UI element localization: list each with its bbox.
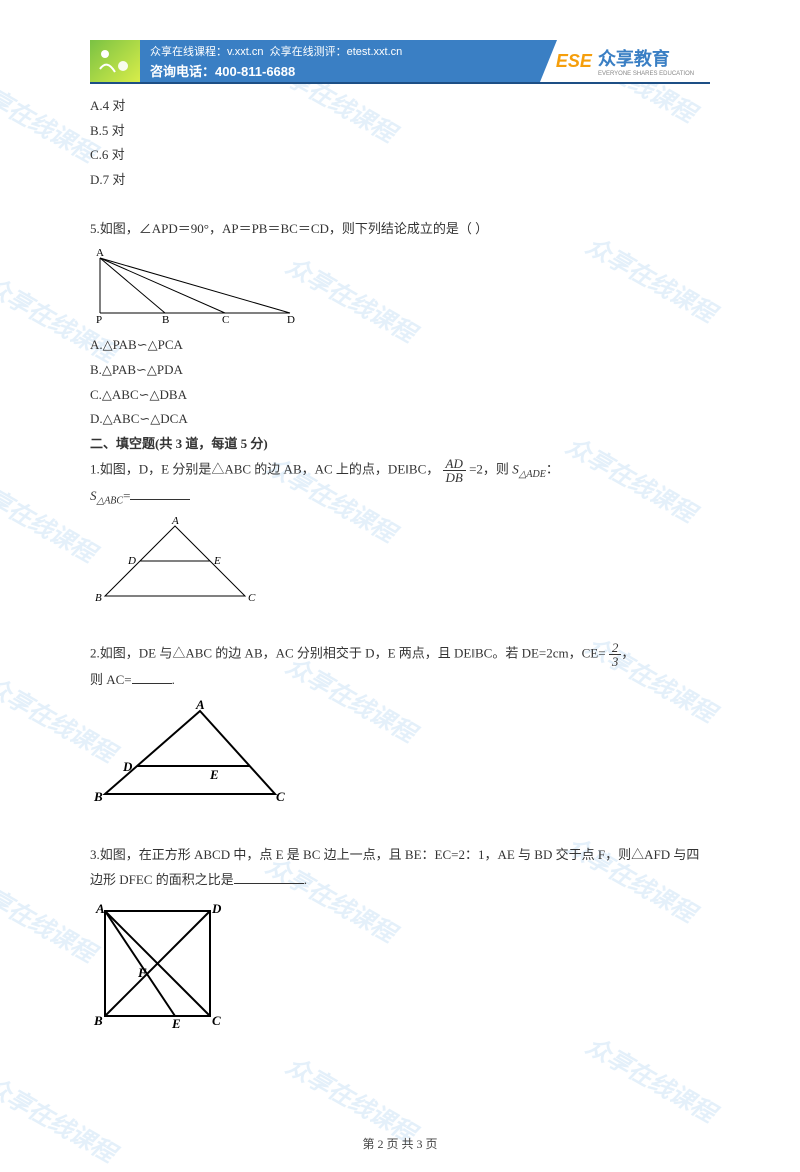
watermark: 众享在线课程 [0,66,103,168]
q23-e: E [171,1016,181,1029]
q2-1-figure: A B C D E [90,516,710,606]
watermark: 众享在线课程 [0,866,103,968]
q5-choice-c: C.△ABC∽△DBA [90,383,710,408]
frac-den: DB [443,471,466,484]
q5-label-c: C [222,314,229,323]
banner-phone: 咨询电话：400-811-6688 [150,61,530,80]
q23-a: A [95,901,105,916]
q4-choice-a: A.4 对 [90,94,710,119]
q2-2-stem-c: 则 AC= [90,672,132,687]
q23-c: C [212,1013,221,1028]
q22-e: E [209,767,219,782]
q23-b: B [93,1013,103,1028]
banner-line1a: 众享在线课程：v.xxt.cn [150,46,263,58]
watermark: 众享在线课程 [581,1026,723,1128]
q4-choice-d: D.7 对 [90,168,710,193]
q5-choice-b: B.△PAB∽△PDA [90,358,710,383]
blank-1 [130,487,190,500]
logo-ese: ESE [556,51,592,72]
q2-3-stem-a: 3.如图，在正方形 ABCD 中，点 E 是 BC 边上一点，且 BE：EC=2… [90,847,699,887]
banner-logo: ESE 众享教育 EVERYONE SHARES EDUCATION [540,40,710,82]
q2-2-stem-line2: 则 AC=. [90,668,710,693]
q2-3-stem-b: . [304,872,307,887]
q23-f: F [137,965,147,980]
q2-1-frac: ADDB [443,457,466,484]
q21-d: D [127,555,136,567]
sub-ade: △ADE [519,469,546,480]
q2-1-stem-b: =2，则 [469,461,509,476]
watermark: 众享在线课程 [0,1066,123,1168]
header-banner: 众享在线课程：v.xxt.cn 众享在线测评：etest.xxt.cn 咨询电话… [90,40,710,84]
frac-num: AD [443,457,466,471]
q5-label-p: P [96,314,102,323]
watermark: 众享在线课程 [0,466,103,568]
frac-den: 3 [609,655,622,668]
q2-1-stem-line2: S△ABC= [90,484,710,511]
q22-b: B [93,789,103,804]
eq: = [123,488,130,503]
q22-a: A [195,699,205,712]
q2-2-stem-b: ， [621,645,634,660]
blank-2 [132,671,172,684]
q22-d: D [122,759,133,774]
q2-2-frac: 23 [609,641,622,668]
q5-stem: 5.如图，∠APD＝90°，AP＝PB＝BC＝CD，则下列结论成立的是（ ） [90,217,710,242]
q5-label-b: B [162,314,169,323]
q2-3-figure: A D B C E F [90,899,710,1029]
q5-figure: A P B C D [90,248,710,323]
q21-e: E [213,555,221,567]
q5-choice-a: A.△PAB∽△PCA [90,333,710,358]
q2-2-figure: A B C D E [90,699,710,809]
q2-3-stem: 3.如图，在正方形 ABCD 中，点 E 是 BC 边上一点，且 BE：EC=2… [90,843,710,892]
q5-label-a: A [96,248,104,259]
q21-b: B [95,592,102,604]
banner-text: 众享在线课程：v.xxt.cn 众享在线测评：etest.xxt.cn 咨询电话… [140,40,540,82]
colon: ： [546,461,559,476]
banner-line1b: 众享在线测评：etest.xxt.cn [270,46,403,58]
q22-c: C [276,789,285,804]
q2-1-stem-a: 1.如图，D，E 分别是△ABC 的边 AB，AC 上的点，DE‖BC， [90,461,439,476]
q23-d: D [211,901,222,916]
q4-choice-c: C.6 对 [90,143,710,168]
watermark: 众享在线课程 [281,1046,423,1148]
section-2-title: 二、填空题(共 3 道，每道 5 分) [90,432,710,457]
sub-abc: △ABC [97,495,124,506]
q5-choice-d: D.△ABC∽△DCA [90,407,710,432]
logo-sub: EVERYONE SHARES EDUCATION [598,71,694,77]
frac-num: 2 [609,641,622,655]
blank-3 [234,871,304,884]
q2-2-stem-d: . [172,672,175,687]
page-content: A.4 对 B.5 对 C.6 对 D.7 对 5.如图，∠APD＝90°，AP… [90,94,710,1029]
q2-1-stem: 1.如图，D，E 分别是△ABC 的边 AB，AC 上的点，DE‖BC， ADD… [90,457,710,484]
q2-2-stem: 2.如图，DE 与△ABC 的边 AB，AC 分别相交于 D，E 两点，且 DE… [90,641,710,668]
q21-a: A [171,516,179,527]
page-footer: 第 2 页 共 3 页 [0,1135,800,1152]
q2-2-stem-a: 2.如图，DE 与△ABC 的边 AB，AC 分别相交于 D，E 两点，且 DE… [90,645,606,660]
banner-icon [90,40,140,82]
q21-c: C [248,592,256,604]
q5-label-d: D [287,314,295,323]
logo-cn: 众享教育 [598,49,670,69]
q4-choice-b: B.5 对 [90,119,710,144]
